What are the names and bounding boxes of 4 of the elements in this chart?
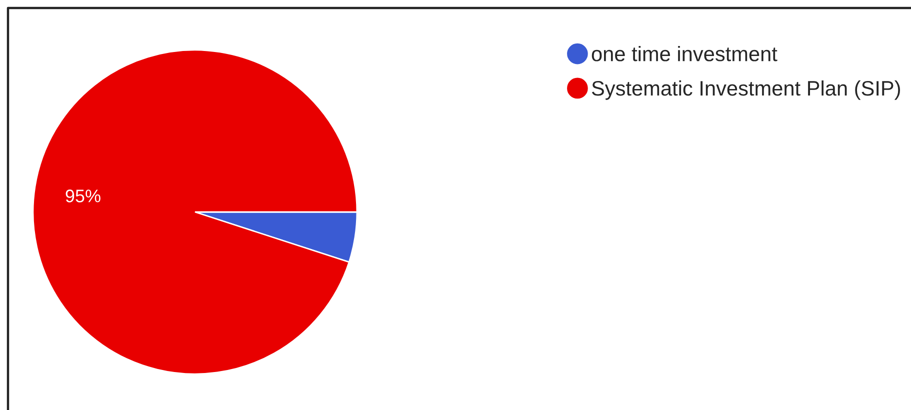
legend-label: Systematic Investment Plan (SIP) [592, 80, 900, 100]
data-label: 95% [66, 190, 100, 202]
legend-label: one time investment [592, 46, 778, 62]
pie-slice [32, 49, 358, 375]
